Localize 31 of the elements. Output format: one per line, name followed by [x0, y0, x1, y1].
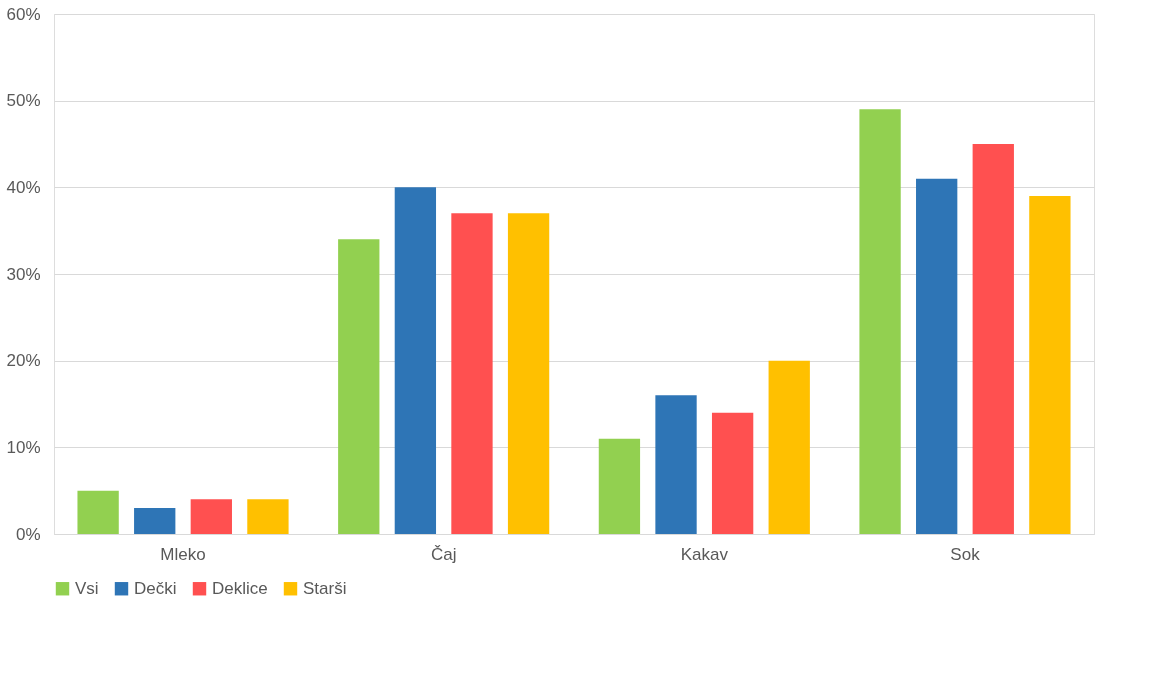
bar [1029, 196, 1071, 534]
y-tick-label: 40% [6, 177, 41, 197]
y-tick-label: 30% [6, 264, 41, 284]
x-tick-label: Sok [950, 544, 981, 564]
legend-label: Vsi [75, 578, 99, 598]
legend-label: Dečki [134, 578, 177, 598]
y-tick-label: 60% [6, 4, 41, 24]
bar [394, 187, 437, 534]
bar [77, 490, 119, 534]
bar [711, 412, 754, 534]
bar [190, 499, 232, 534]
bar [768, 360, 810, 534]
bar [655, 395, 697, 534]
y-tick-label: 10% [6, 437, 41, 457]
x-tick-label: Kakav [680, 544, 729, 564]
y-tick-label: 20% [6, 351, 41, 371]
y-tick-label: 0% [15, 524, 41, 544]
bar [507, 213, 550, 534]
bar [338, 239, 380, 534]
bar [247, 499, 289, 534]
y-tick-label: 50% [6, 91, 41, 111]
bar [916, 178, 958, 534]
bar [134, 508, 176, 534]
legend-label: Starši [303, 578, 347, 598]
bar [451, 213, 493, 534]
x-tick-label: Čaj [430, 544, 457, 564]
legend-label: Deklice [212, 578, 268, 598]
bar [859, 109, 901, 534]
bar [598, 438, 641, 534]
bar [972, 144, 1014, 534]
x-tick-label: Mleko [160, 544, 206, 564]
